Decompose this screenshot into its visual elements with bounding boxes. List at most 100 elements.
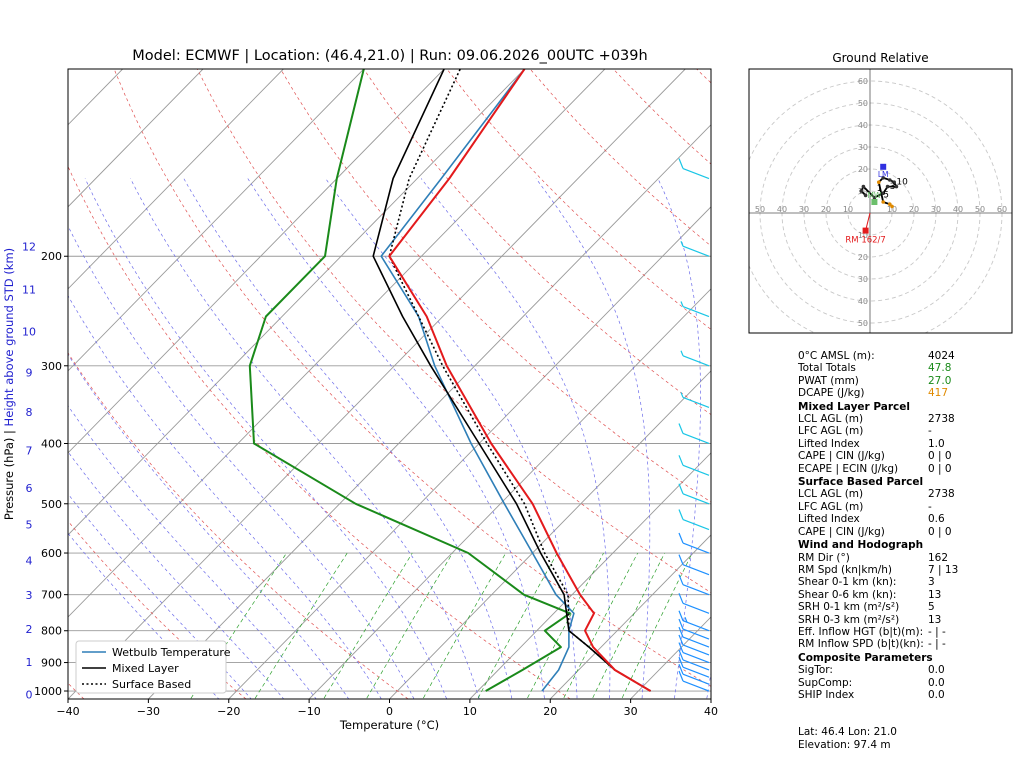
hodograph-point [859, 189, 863, 193]
wind-barb [678, 158, 710, 180]
hodograph-point [863, 193, 868, 198]
wind-barb [678, 670, 710, 692]
mixed-layer-parcel-line [372, 69, 651, 692]
wind-barb-staff [682, 305, 710, 318]
param-row: PWAT (mm) 27.0 [798, 375, 968, 387]
param-row: RM Spd (kn|km/h) 7 | 13 [798, 564, 968, 576]
moist-adiabat [657, 178, 701, 699]
wind-barb-flag [678, 483, 684, 494]
param-label: SRH 0-3 km (m²/s²) [798, 613, 900, 626]
hodograph-ring-label: 60 [733, 205, 743, 214]
wind-barb-half [680, 301, 684, 307]
param-row: 0°C AMSL (m): 4024 [798, 350, 968, 362]
param-row: ECAPE | ECIN (J/kg) 0 | 0 [798, 463, 968, 475]
param-label: Lifted Index [798, 437, 860, 450]
hodograph-point [885, 184, 890, 189]
wind-barb-staff [682, 245, 710, 257]
km-tick-label: 7 [26, 445, 33, 458]
wind-barb [678, 663, 710, 685]
param-row: LCL AGL (m) 2738 [798, 413, 968, 425]
km-tick-label: 8 [26, 406, 33, 419]
hodograph-ring-label: 50 [858, 99, 868, 108]
moist-adiabat [68, 493, 252, 699]
dewpoint-line [248, 69, 571, 692]
mixing-ratio-line [365, 552, 453, 699]
wind-barb [678, 656, 710, 678]
isotherm-line [228, 206, 711, 699]
dry-adiabat [68, 165, 571, 699]
moist-adiabat [68, 225, 415, 699]
left-mover-label: LM [878, 170, 889, 179]
x-tick-label: −20 [217, 705, 240, 718]
wind-barb-flag [678, 158, 684, 169]
mixing-ratio-line [526, 552, 604, 699]
hodograph-ring-label: 40 [858, 121, 868, 130]
param-value: 0.0 [928, 676, 945, 689]
param-value: 0 | 0 [928, 525, 952, 538]
mean-wind-label: MW [867, 191, 881, 200]
wind-barb-staff [682, 432, 710, 445]
wind-barb-staff [682, 659, 710, 671]
hodograph-ring-label: 20 [858, 165, 868, 174]
param-value: 2738 [928, 488, 955, 501]
param-value: 1.0 [928, 437, 945, 450]
hodograph-ring-label: 50 [755, 205, 765, 214]
wind-barb-staff [682, 396, 710, 408]
legend-entry: Mixed Layer [112, 662, 179, 675]
param-row: Lifted Index 0.6 [798, 513, 968, 525]
x-tick-label: 20 [543, 705, 557, 718]
param-label: LCL AGL (m) [798, 488, 864, 501]
param-label: RM Dir (°) [798, 551, 850, 564]
isotherm-line [469, 452, 711, 699]
x-tick-label: 10 [463, 705, 477, 718]
moist-adiabat [68, 295, 382, 699]
wind-barb-staff [682, 673, 710, 685]
x-tick-label: 30 [624, 705, 638, 718]
param-value: 4024 [928, 350, 955, 362]
p-tick-label: 500 [41, 498, 62, 511]
param-value: - | - [928, 638, 946, 651]
param-row: Shear 0-1 km (kn): 3 [798, 576, 968, 588]
hodograph-ring-label: 30 [799, 205, 809, 214]
mixing-ratio-line [323, 552, 413, 699]
wind-barb-flag [678, 509, 684, 520]
wind-barb [678, 642, 710, 664]
km-tick-label: 0 [26, 689, 33, 702]
wind-barb [678, 610, 710, 632]
wind-barb [678, 618, 710, 640]
p-tick-label: 700 [41, 589, 62, 602]
hodograph-ring-label: 60 [997, 205, 1007, 214]
param-value: 13 [928, 613, 942, 626]
param-label: SupComp: [798, 676, 853, 689]
isotherm-line [549, 534, 711, 699]
wind-barb [680, 350, 710, 367]
param-value: 0.0 [928, 688, 945, 701]
mixing-ratio-line [254, 552, 348, 699]
legend-box [75, 640, 227, 694]
param-section-header: Surface Based Parcel [798, 476, 924, 489]
param-label: 0°C AMSL (m): [798, 350, 875, 362]
x-tick-label: −40 [56, 705, 79, 718]
wind-barb-staff [682, 584, 710, 596]
param-section-header: Wind and Hodograph [798, 539, 924, 552]
wind-barb-half [680, 350, 684, 356]
hodograph-ring-label: 40 [953, 205, 963, 214]
isotherm-line [68, 69, 445, 454]
param-value: 13 [928, 588, 942, 601]
mixing-ratio-line [422, 552, 507, 699]
wind-barb-staff [682, 355, 710, 367]
hodograph-ring-label: 20 [909, 205, 919, 214]
moist-adiabat [420, 178, 611, 699]
param-row: Lifted Index 1.0 [798, 438, 968, 450]
wind-barb [678, 593, 710, 614]
param-value: - | - [928, 625, 946, 638]
elevation-text: Elevation: 97.4 m [798, 739, 891, 751]
hodograph-height-label: 1 [877, 184, 883, 194]
isotherm-line [68, 69, 525, 536]
isotherm-line [308, 288, 711, 699]
param-value: 0 | 0 [928, 450, 952, 463]
param-label: Shear 0-6 km (kn): [798, 588, 897, 601]
hodograph-point [872, 195, 877, 200]
wind-barb-flag [678, 670, 684, 682]
